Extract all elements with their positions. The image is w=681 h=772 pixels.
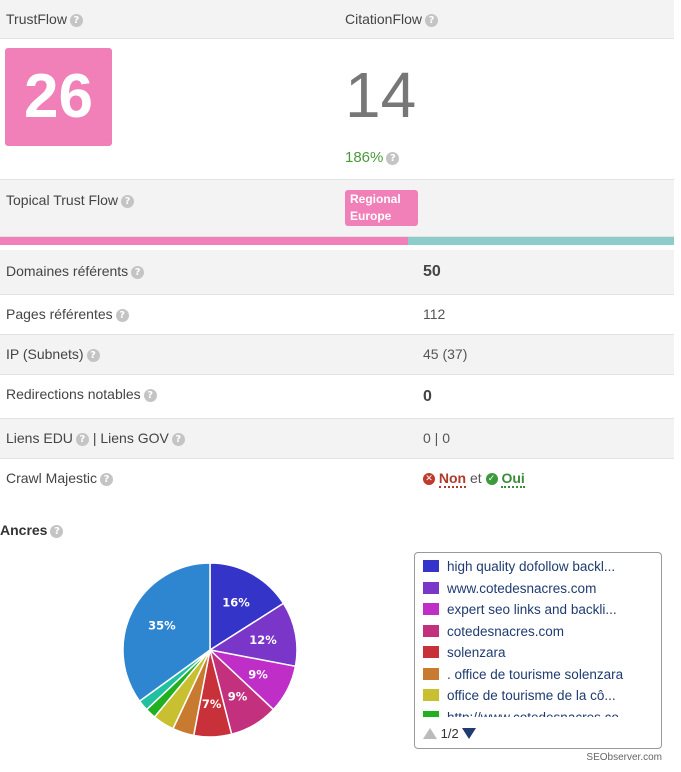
help-icon[interactable]: ? (75, 432, 89, 446)
legend-label: http://www.cotedesnacres.co (447, 709, 619, 718)
legend-item[interactable]: . office de tourisme solenzara (423, 667, 655, 689)
help-icon[interactable]: ? (131, 265, 145, 279)
stat-row-referring-domains: Domaines référents? 50 (0, 250, 674, 295)
crawl-non-link[interactable]: Non (438, 470, 467, 488)
flow-ratio: 186%? (345, 149, 400, 166)
legend-swatch (423, 710, 439, 717)
pie-slice-label: 7% (202, 697, 222, 711)
stat-value: 0 (423, 388, 432, 405)
stat-label: Redirections notables? (6, 386, 157, 402)
legend-label: solenzara (447, 645, 506, 660)
help-icon[interactable]: ? (86, 348, 100, 362)
help-icon[interactable]: ? (50, 524, 64, 538)
legend-swatch (423, 581, 439, 594)
help-icon[interactable]: ? (143, 388, 157, 402)
flow-header-row: TrustFlow? CitationFlow? (0, 0, 674, 39)
pie-legend: high quality dofollow backl... www.cotede… (414, 552, 662, 749)
legend-swatch (423, 646, 439, 658)
pie-slice-label: 35% (148, 619, 176, 633)
help-icon[interactable]: ? (100, 472, 114, 486)
pie-slice-label: 16% (222, 596, 250, 610)
stat-row-edu-gov-links: Liens EDU? | Liens GOV? 0 | 0 (0, 419, 674, 459)
stat-label: Crawl Majestic? (6, 470, 114, 486)
pie-slice[interactable] (122, 562, 211, 703)
legend-list: high quality dofollow backl... www.cotede… (423, 559, 655, 717)
arrow-down-icon[interactable] (462, 728, 477, 739)
stat-value: 50 (423, 263, 441, 280)
topic-badge: Regional Europe (345, 190, 418, 226)
legend-swatch (423, 689, 439, 701)
pie-slice-label: 9% (248, 667, 268, 681)
topical-bar-pink (0, 237, 408, 245)
stat-row-referring-pages: Pages référentes? 112 (0, 295, 674, 335)
help-icon[interactable]: ? (69, 13, 83, 27)
topical-bar-teal (408, 237, 674, 245)
crawl-status: ✕ Non et ✓ Oui (423, 470, 525, 488)
legend-item[interactable]: cotedesnacres.com (423, 624, 655, 646)
pie-slice-label: 9% (228, 689, 248, 703)
legend-label: expert seo links and backli... (447, 602, 617, 617)
topical-trust-flow-label: Topical Trust Flow? (6, 192, 135, 208)
legend-label: www.cotedesnacres.com (447, 580, 597, 596)
stat-label: Domaines référents? (6, 263, 145, 279)
legend-item[interactable]: office de tourisme de la cô... (423, 688, 655, 710)
help-icon[interactable]: ? (115, 308, 129, 322)
trustflow-label: TrustFlow? (6, 11, 83, 27)
anchors-title: Ancres? (0, 522, 64, 538)
trustflow-score-badge: 26 (5, 48, 112, 146)
legend-item[interactable]: www.cotedesnacres.com (423, 581, 655, 603)
legend-swatch (423, 667, 439, 680)
stat-value: 112 (423, 306, 446, 322)
pie-slice-label: 12% (249, 633, 277, 647)
legend-item[interactable]: solenzara (423, 645, 655, 667)
citationflow-label: CitationFlow? (345, 11, 439, 27)
legend-label: . office de tourisme solenzara (447, 666, 624, 682)
arrow-up-icon[interactable] (423, 728, 437, 739)
stat-value: 0 | 0 (423, 430, 450, 446)
crawl-oui-link[interactable]: Oui (501, 470, 525, 488)
topical-trust-flow-row: Topical Trust Flow? Regional Europe (0, 180, 674, 237)
stat-row-crawl-majestic: Crawl Majestic? ✕ Non et ✓ Oui (0, 459, 674, 501)
pie-slice[interactable] (207, 602, 298, 668)
help-icon[interactable]: ? (171, 432, 185, 446)
credit-text: SEObserver.com (586, 752, 662, 763)
legend-label: office de tourisme de la cô... (447, 688, 616, 703)
flow-values-row: 26 14 186%? (0, 39, 674, 180)
anchors-pie-chart: 16% 12% 9%9% 7% 35% (122, 562, 298, 738)
help-icon[interactable]: ? (425, 13, 439, 27)
stat-row-redirections: Redirections notables? 0 (0, 375, 674, 419)
legend-swatch (423, 560, 439, 572)
stat-label: IP (Subnets)? (6, 346, 100, 362)
legend-item[interactable]: http://www.cotedesnacres.co (423, 709, 655, 718)
legend-swatch (423, 624, 439, 637)
stat-label: Liens EDU? | Liens GOV? (6, 430, 185, 446)
pie-slice[interactable] (209, 562, 285, 652)
citationflow-score: 14 (345, 59, 417, 131)
check-circle-icon: ✓ (485, 473, 498, 486)
legend-label: high quality dofollow backl... (447, 559, 616, 574)
legend-pagination: 1/2 (423, 726, 477, 741)
times-circle-icon: ✕ (423, 473, 435, 486)
legend-swatch (423, 603, 439, 615)
stat-label: Pages référentes? (6, 306, 129, 322)
stat-row-ip-subnets: IP (Subnets)? 45 (37) (0, 335, 674, 375)
help-icon[interactable]: ? (386, 151, 400, 165)
legend-label: cotedesnacres.com (447, 623, 565, 639)
legend-item[interactable]: expert seo links and backli... (423, 602, 655, 624)
help-icon[interactable]: ? (121, 194, 135, 208)
legend-item[interactable]: high quality dofollow backl... (423, 559, 655, 581)
stat-value: 45 (37) (423, 346, 468, 362)
legend-page-indicator: 1/2 (440, 726, 459, 741)
